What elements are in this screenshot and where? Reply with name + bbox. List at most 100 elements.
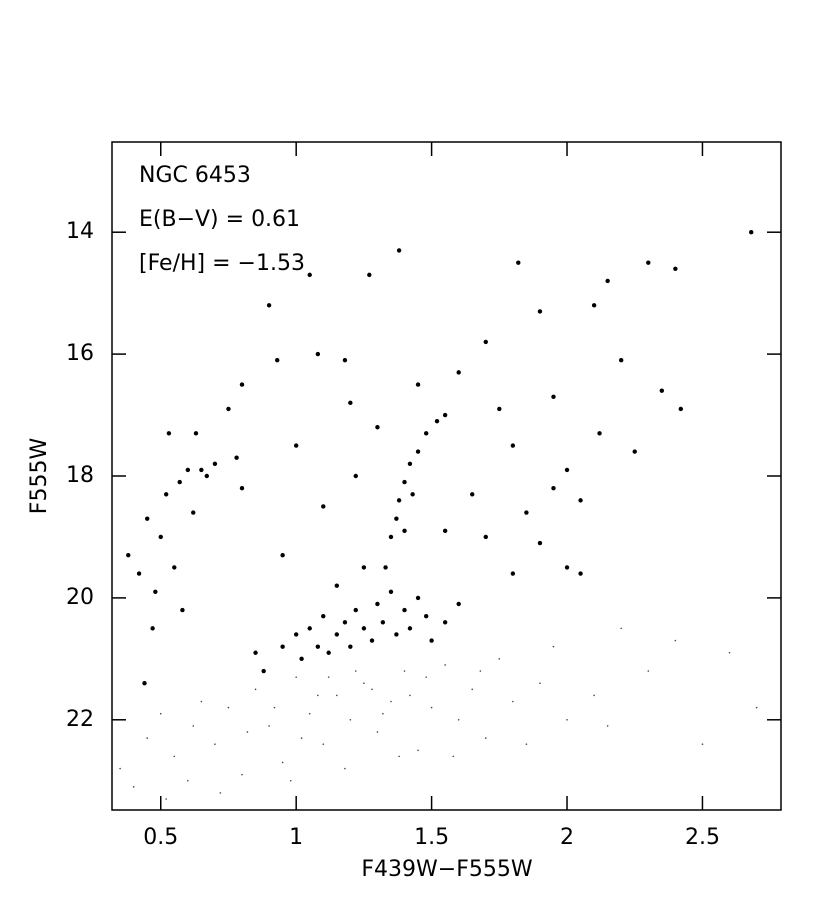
star-point	[219, 792, 222, 794]
star-point	[728, 651, 731, 654]
star-point	[273, 706, 276, 709]
star-point	[348, 400, 353, 406]
star-point	[172, 565, 177, 570]
y-tick-label: 22	[66, 707, 94, 732]
star-point	[280, 553, 285, 558]
star-point	[348, 644, 353, 649]
star-point	[227, 706, 230, 709]
x-tick-label: 0.5	[143, 825, 178, 850]
y-tick-label: 20	[66, 585, 94, 610]
star-point	[409, 694, 411, 697]
star-point	[442, 528, 448, 534]
star-point	[415, 449, 421, 454]
x-tick-label: 1.5	[414, 825, 449, 850]
annotation: E(B−V) = 0.61	[139, 207, 300, 232]
star-point	[321, 504, 326, 509]
x-tick-label: 2	[560, 825, 574, 850]
star-point	[383, 565, 388, 570]
star-point	[593, 694, 595, 697]
star-point	[551, 485, 556, 491]
star-point	[239, 382, 245, 387]
star-point	[407, 626, 413, 631]
star-point	[566, 718, 568, 721]
star-point	[605, 278, 610, 284]
star-point	[430, 706, 433, 709]
star-point	[327, 676, 330, 678]
star-point	[192, 725, 195, 727]
star-point	[317, 694, 319, 697]
star-point	[537, 309, 543, 314]
star-point	[398, 755, 400, 758]
star-point	[159, 712, 162, 715]
star-point	[552, 645, 555, 648]
star-point	[659, 388, 665, 393]
star-point	[457, 718, 460, 721]
star-point	[241, 773, 243, 776]
annotation: [Fe/H] = −1.53	[139, 251, 305, 276]
annotation: NGC 6453	[139, 163, 251, 188]
star-point	[315, 351, 321, 357]
star-point	[268, 725, 270, 727]
star-point	[388, 589, 394, 595]
star-point	[701, 743, 704, 745]
star-point	[498, 658, 501, 660]
star-point	[524, 510, 529, 515]
star-point	[353, 607, 358, 613]
star-point	[300, 737, 303, 739]
star-point	[415, 382, 421, 387]
star-point	[380, 620, 386, 625]
star-point	[342, 357, 348, 363]
star-point	[434, 418, 440, 424]
star-point	[442, 620, 448, 625]
star-point	[334, 583, 340, 588]
star-point	[620, 627, 622, 630]
star-point	[342, 620, 348, 625]
star-point	[646, 260, 651, 265]
star-point	[479, 670, 482, 672]
star-point	[564, 467, 570, 473]
star-point	[371, 688, 373, 691]
star-point	[315, 644, 321, 649]
star-point	[423, 613, 429, 619]
x-tick-label: 1	[289, 825, 303, 850]
star-point	[163, 492, 169, 497]
star-point	[226, 406, 231, 412]
star-point	[396, 498, 402, 503]
star-point	[266, 303, 272, 308]
star-point	[254, 688, 257, 691]
star-point	[369, 638, 375, 643]
star-point	[132, 786, 135, 788]
star-point	[484, 737, 487, 739]
star-point	[361, 565, 367, 570]
star-point	[471, 688, 474, 691]
star-point	[280, 644, 285, 649]
star-point	[674, 639, 677, 642]
star-point	[388, 534, 394, 540]
star-point	[187, 779, 189, 782]
x-axis-label: F439W−F555W	[361, 857, 532, 882]
star-point	[367, 272, 372, 278]
star-point	[307, 272, 312, 278]
star-point	[606, 725, 609, 727]
star-point	[344, 767, 346, 770]
star-point	[185, 467, 191, 473]
star-point	[173, 755, 176, 758]
star-point	[403, 670, 406, 672]
star-point	[402, 607, 407, 613]
star-point	[177, 479, 182, 485]
star-point	[456, 601, 461, 607]
star-point	[354, 670, 357, 672]
star-point	[456, 370, 461, 375]
star-point	[349, 718, 352, 721]
star-point	[375, 425, 380, 430]
star-point	[410, 492, 415, 497]
x-tick-label: 2.5	[685, 825, 720, 850]
star-point	[334, 632, 340, 637]
star-point	[551, 394, 556, 399]
y-tick-label: 16	[66, 341, 94, 366]
star-point	[136, 571, 142, 576]
star-point	[483, 534, 488, 540]
star-point	[516, 260, 521, 265]
star-point	[293, 443, 299, 448]
